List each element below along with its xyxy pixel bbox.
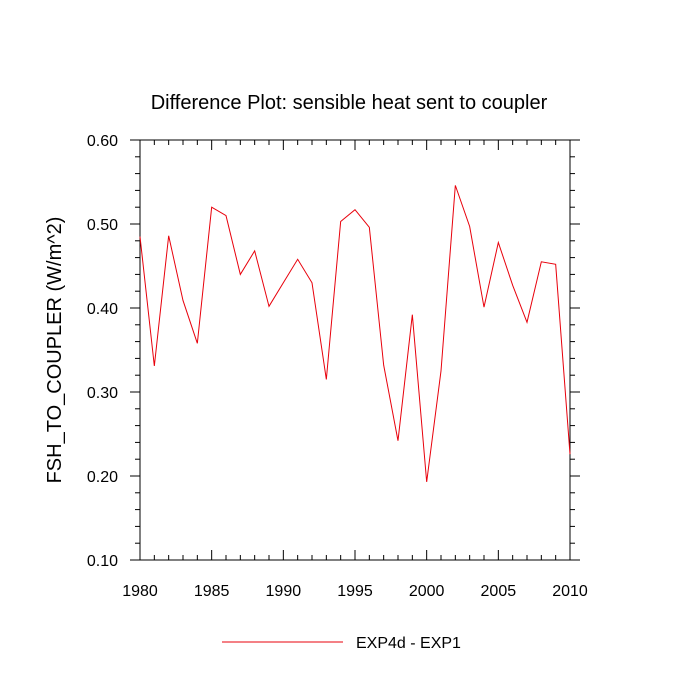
x-tick-label: 1980 (122, 583, 158, 600)
y-tick-label: 0.40 (87, 301, 118, 318)
x-tick-label: 1995 (337, 583, 373, 600)
x-tick-label: 2000 (409, 583, 445, 600)
series-line (139, 185, 571, 482)
y-tick-label: 0.60 (87, 133, 118, 150)
plot-frame (139, 139, 571, 561)
plot-area (139, 139, 571, 561)
axis-ticks: 1980 1985 1990 1995 2000 2005 2010 0.10 0.20 0.30… (87, 133, 588, 600)
y-tick-label: 0.20 (87, 469, 118, 486)
y-tick-label: 0.10 (87, 553, 118, 570)
legend-label: EXP4d - EXP1 (356, 635, 461, 652)
chart-title: Difference Plot: sensible heat sent to c… (151, 92, 548, 114)
x-tick-label: 2005 (481, 583, 517, 600)
x-tick-label: 1990 (266, 583, 302, 600)
y-axis-label: FSH_TO_COUPLER (W/m^2) (44, 217, 66, 484)
x-tick-label: 2010 (552, 583, 588, 600)
y-tick-label: 0.30 (87, 385, 118, 402)
legend: EXP4d - EXP1 (222, 635, 461, 652)
y-tick-label: 0.50 (87, 217, 118, 234)
x-tick-label: 1985 (194, 583, 230, 600)
series-lines (139, 185, 571, 482)
